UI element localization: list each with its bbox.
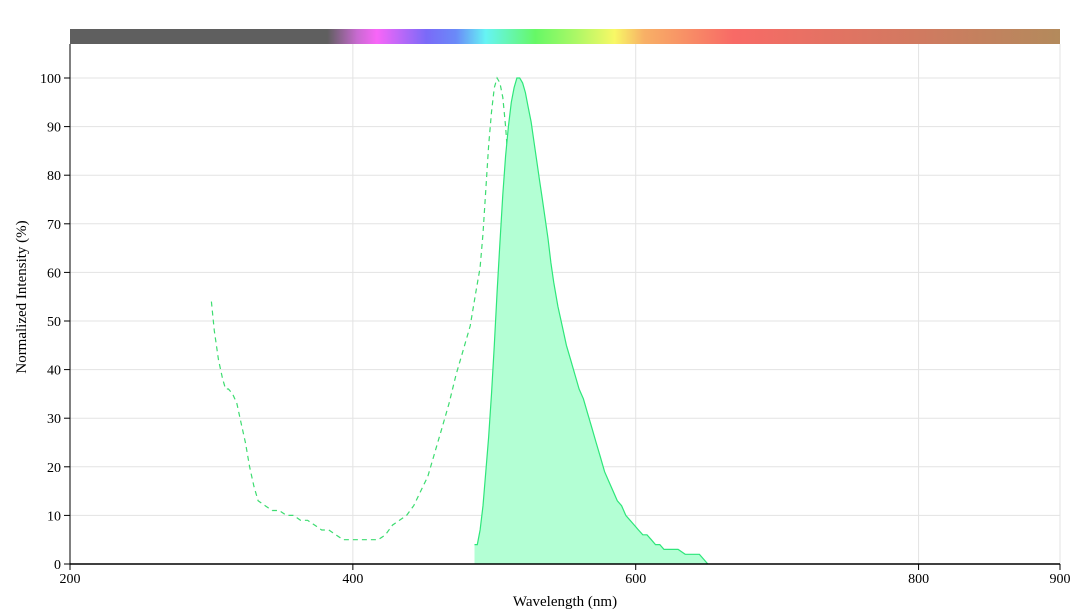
x-tick-label: 200 xyxy=(60,572,81,587)
y-tick-label: 50 xyxy=(47,315,61,330)
x-tick-label: 900 xyxy=(1050,572,1071,587)
y-axis-label: Normalized Intensity (%) xyxy=(14,220,30,373)
y-tick-label: 0 xyxy=(54,558,61,573)
x-tick-label: 400 xyxy=(342,572,363,587)
emission-line xyxy=(474,77,709,565)
y-tick-label: 60 xyxy=(47,266,61,281)
y-tick-label: 40 xyxy=(47,364,61,379)
x-axis-label: Wavelength (nm) xyxy=(513,594,617,610)
emission-area xyxy=(474,78,708,564)
series-layer xyxy=(210,76,709,565)
y-tick-label: 80 xyxy=(47,169,61,184)
x-tick-label: 800 xyxy=(908,572,929,587)
x-tick-label: 600 xyxy=(625,572,646,587)
y-tick-label: 30 xyxy=(47,412,61,427)
y-tick-label: 70 xyxy=(47,218,61,233)
y-tick-label: 100 xyxy=(40,72,61,87)
spectrum-bar xyxy=(70,29,1060,44)
y-tick-label: 20 xyxy=(47,461,61,476)
axes: 0 10 20 30 40 50 60 70 80 90 100 200 400 600 800 900 xyxy=(40,44,1071,587)
y-tick-label: 90 xyxy=(47,121,61,136)
y-tick-label: 10 xyxy=(47,509,61,524)
gridlines xyxy=(70,44,1061,564)
